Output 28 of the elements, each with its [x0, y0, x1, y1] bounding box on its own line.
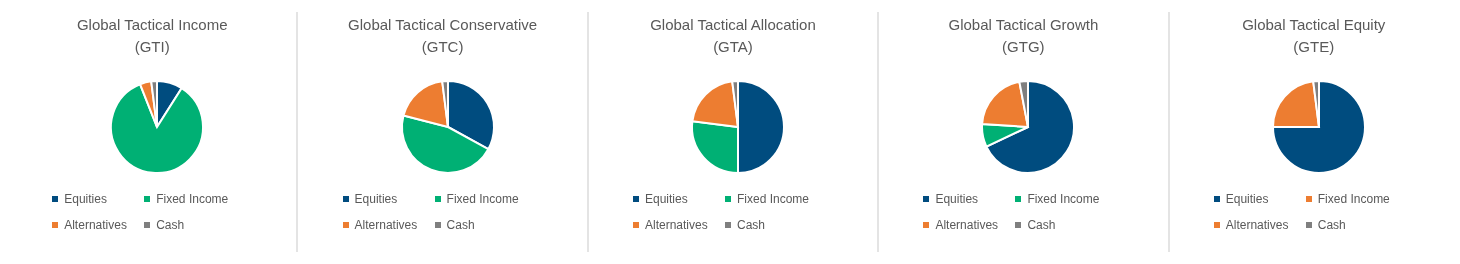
legend-label: Alternatives	[64, 218, 127, 232]
legend-label: Cash	[156, 218, 185, 232]
chart-title: Global Tactical Allocation (GTA)	[650, 15, 816, 57]
chart-title: Global Tactical Growth (GTG)	[948, 15, 1099, 57]
chart-title: Global Tactical Income (GTI)	[76, 15, 228, 57]
chart-title: Global Tactical Conservative (GTC)	[348, 15, 538, 57]
legend-label: Fixed Income	[1027, 192, 1100, 206]
legend-label: Alternatives	[935, 218, 999, 232]
legend-label: Cash	[446, 218, 475, 232]
legend-label: Alternatives	[354, 218, 418, 232]
legend-label: Fixed Income	[1317, 192, 1390, 206]
pie-slice	[1271, 80, 1366, 174]
legend-label: Equities	[935, 192, 979, 206]
legend-label: Fixed Income	[156, 192, 229, 206]
legend-label: Cash	[1317, 218, 1346, 232]
legend-label: Equities	[64, 192, 107, 206]
legend-label: Equities	[354, 192, 398, 206]
chart-title: Global Tactical Equity (GTE)	[1242, 15, 1386, 57]
pie-slice	[110, 83, 205, 174]
legend-label: Fixed Income	[736, 192, 810, 206]
legend-label: Alternatives	[1225, 218, 1289, 232]
legend-label: Fixed Income	[446, 192, 519, 206]
legend-label: Equities	[644, 192, 688, 206]
legend-label: Equities	[1225, 192, 1269, 206]
legend-label: Alternatives	[644, 218, 708, 232]
pie-slice	[985, 80, 1076, 174]
legend-label: Cash	[736, 218, 765, 232]
legend-label: Cash	[1027, 218, 1056, 232]
